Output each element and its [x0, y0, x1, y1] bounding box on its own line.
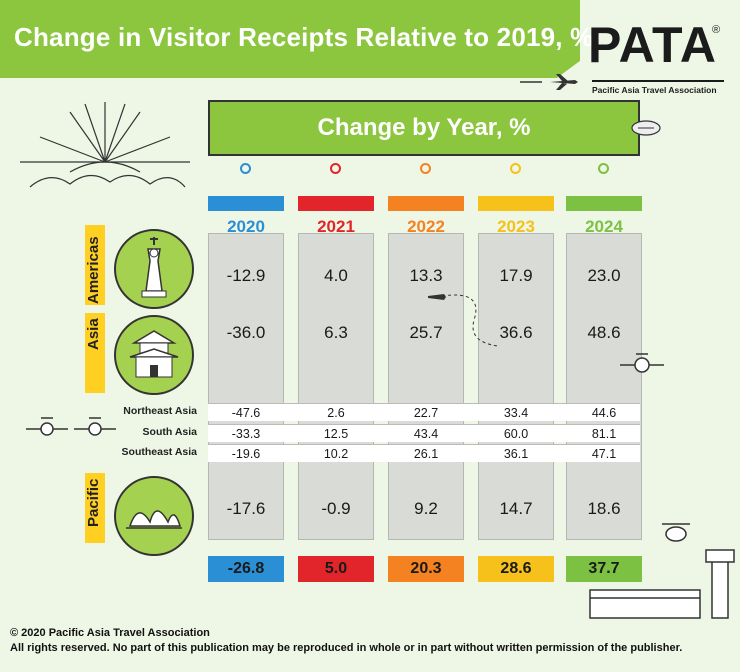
panel-title: Change by Year, %: [317, 114, 531, 141]
cell-pacific-2021: -0.9: [321, 499, 351, 518]
registered-mark: ®: [712, 24, 721, 36]
column-bg-2022: [388, 233, 464, 540]
cell-south-asia-2021: 12.5: [323, 427, 349, 441]
cell-asia-2022: 25.7: [409, 323, 443, 342]
column-header-2021: 2021: [317, 217, 355, 236]
opera-house-icon: [114, 476, 194, 556]
pata-logo: PATA: [588, 17, 717, 73]
statue-of-liberty-icon: [114, 229, 194, 309]
row-label-asia: Asia: [85, 318, 102, 350]
column-marker-2022: [420, 163, 431, 174]
sunburst-icon: [20, 102, 190, 188]
column-marker-2021: [330, 163, 341, 174]
cell-asia-2021: 6.3: [324, 323, 348, 342]
column-header-2024: 2024: [585, 217, 623, 236]
column-stripe-2024: [566, 196, 642, 211]
cell-asia-2020: -36.0: [226, 323, 266, 342]
row-label-southeast-asia: Southeast Asia: [121, 446, 197, 458]
pacific-tab: [85, 473, 105, 543]
row-label-northeast-asia: Northeast Asia: [123, 405, 197, 417]
flight-path-icon: [428, 294, 499, 347]
column-bg-2024: [566, 233, 642, 540]
column-header-2023: 2023: [497, 217, 535, 236]
pagoda-icon: [114, 315, 194, 395]
cell-pacific-2024: 18.6: [587, 499, 621, 518]
column-bg-2021: [298, 233, 374, 540]
cell-northeast-asia-2023: 33.4: [503, 406, 529, 420]
column-header-2022: 2022: [407, 217, 445, 236]
copyright-text: © 2020 Pacific Asia Travel Association: [10, 627, 210, 639]
column-marker-2024: [598, 163, 609, 174]
cell-south-asia-2020: -33.3: [231, 427, 261, 441]
cell-asia-2024: 48.6: [587, 323, 621, 342]
page-title: Change in Visitor Receipts Relative to 2…: [14, 22, 594, 52]
column-marker-2023: [510, 163, 521, 174]
blimp-icon: [631, 120, 661, 136]
cell-south-asia-2022: 43.4: [413, 427, 439, 441]
total-2021: 5.0: [298, 556, 374, 582]
cell-americas-2023: 17.9: [499, 266, 533, 285]
cell-southeast-asia-2022: 26.1: [413, 447, 439, 461]
cell-southeast-asia-2020: -19.6: [231, 447, 261, 461]
column-stripe-2020: [208, 196, 284, 211]
cell-northeast-asia-2024: 44.6: [591, 406, 617, 420]
title-banner: [0, 0, 580, 78]
cell-pacific-2023: 14.7: [499, 499, 533, 518]
cell-pacific-2020: -17.6: [226, 499, 266, 518]
column-bg-2020: [208, 233, 284, 540]
column-stripe-2021: [298, 196, 374, 211]
airplane-icon: [520, 74, 578, 90]
row-label-south-asia: South Asia: [142, 426, 197, 438]
airplanes-icon: [26, 417, 116, 436]
cell-northeast-asia-2020: -47.6: [231, 406, 261, 420]
column-stripe-2023: [478, 196, 554, 211]
cell-americas-2021: 4.0: [324, 266, 348, 285]
year-panel: [208, 100, 640, 156]
cell-south-asia-2024: 81.1: [591, 427, 617, 441]
airplane-front-icon: [620, 353, 664, 373]
row-label-pacific: Pacific: [85, 478, 102, 527]
row-bg-northeast-asia: [208, 403, 640, 421]
cell-northeast-asia-2021: 2.6: [327, 406, 345, 420]
logo-subtitle: Pacific Asia Travel Association: [592, 80, 724, 95]
total-2024: 37.7: [566, 556, 642, 582]
total-2022: 20.3: [388, 556, 464, 582]
column-bg-2023: [478, 233, 554, 540]
total-2020: -26.8: [208, 556, 284, 582]
row-bg-south-asia: [208, 424, 640, 442]
helicopter-icon: [662, 523, 690, 542]
airport-terminal-icon: [589, 549, 735, 619]
footer: © 2020 Pacific Asia Travel Association A…: [0, 626, 740, 656]
cell-southeast-asia-2024: 47.1: [591, 447, 617, 461]
column-header-2020: 2020: [227, 217, 265, 236]
cell-south-asia-2023: 60.0: [503, 427, 529, 441]
row-bg-southeast-asia: [208, 444, 640, 462]
cell-pacific-2022: 9.2: [414, 499, 438, 518]
cell-southeast-asia-2021: 10.2: [323, 447, 349, 461]
column-marker-2020: [240, 163, 251, 174]
column-stripe-2022: [388, 196, 464, 211]
cell-asia-2023: 36.6: [499, 323, 533, 342]
americas-tab: [85, 225, 105, 305]
rights-text: All rights reserved. No part of this pub…: [10, 642, 683, 654]
row-label-americas: Americas: [85, 236, 102, 304]
cell-americas-2020: -12.9: [226, 266, 266, 285]
cell-americas-2024: 23.0: [587, 266, 621, 285]
cell-northeast-asia-2022: 22.7: [413, 406, 439, 420]
total-2023: 28.6: [478, 556, 554, 582]
cell-americas-2022: 13.3: [409, 266, 443, 285]
asia-tab: [85, 313, 105, 393]
cell-southeast-asia-2023: 36.1: [503, 447, 529, 461]
